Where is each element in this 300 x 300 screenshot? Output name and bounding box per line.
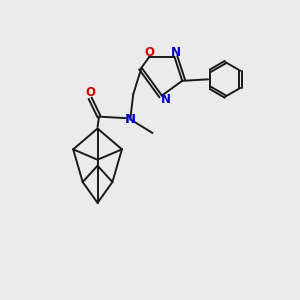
Text: N: N (171, 46, 181, 59)
Text: O: O (144, 46, 154, 59)
Text: O: O (85, 86, 95, 99)
Text: N: N (160, 93, 170, 106)
Text: N: N (125, 113, 136, 126)
